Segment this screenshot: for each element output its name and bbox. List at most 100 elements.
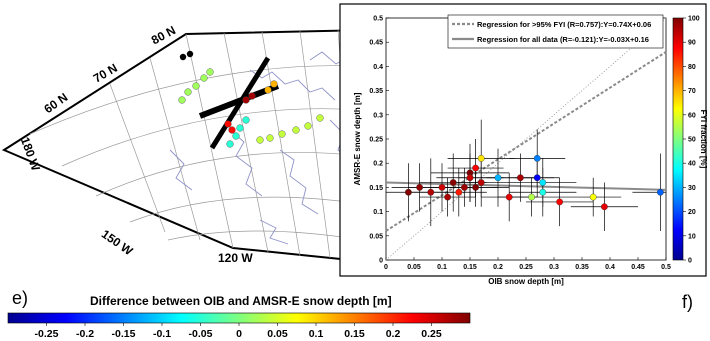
x-tick-label: 0.45 [631,264,645,271]
fyi-colorbar [672,17,684,261]
fyi-colorbar-label: FYI fraction [%] [699,110,708,169]
data-point [556,198,563,206]
x-tick-label: 0.3 [549,264,559,271]
data-point [449,179,457,186]
track-point [266,134,274,142]
fyi-tick-label: 10 [688,233,696,240]
regression-line-fyi [385,51,667,232]
track-point [278,130,286,138]
map-colorbar-tick-label: 0.1 [309,328,324,340]
fyi-tick-label: 90 [688,40,696,47]
graticule-line [109,83,166,233]
graticule-line [149,57,201,241]
x-tick-label: 0.4 [605,264,615,271]
track-point [206,68,214,76]
data-point [404,188,412,196]
track-point [256,136,264,144]
map-colorbar-tick-label: -0.15 [112,328,136,340]
y-tick-label: 0.05 [369,233,383,240]
fyi-tick-label: 0 [688,258,692,265]
map-colorbar-title: Difference between OIB and AMSR-E snow d… [90,294,392,308]
data-point [477,154,485,162]
y-axis-ticks: 0 0.05 0.1 0.15 0.2 0.25 0.3 0.35 0.4 0.45 0.5 [369,16,389,265]
data-point [601,203,608,211]
data-point [494,174,502,182]
data-point [472,183,479,191]
data-point [533,154,541,162]
y-tick-label: 0.25 [369,137,383,144]
graticule-line [223,32,269,253]
fyi-tick-label: 60 [688,112,696,119]
track-point [248,92,256,100]
x-tick-label: 0.35 [575,264,589,271]
data-point [460,183,468,191]
data-point [472,164,479,172]
legend-box [447,14,664,49]
map-colorbar-tick-label: 0 [236,328,242,340]
x-tick-label: 0 [384,264,388,271]
x-tick-label: 0.2 [493,264,503,271]
fyi-colorbar-ticks: 0 10 20 30 40 50 60 70 80 90 100 [683,16,700,265]
legend-label-all: Regression for all data (R=-0.121):Y=-0.… [477,35,649,44]
y-tick-label: 0.15 [369,185,383,192]
regression-lines [385,17,667,261]
track-point [178,96,186,104]
data-point [528,193,535,201]
fyi-tick-label: 40 [688,161,696,168]
plot-area [385,17,667,261]
fyi-tick-label: 50 [688,137,696,144]
map-coastline [169,51,353,245]
graticule-line [299,30,331,259]
flight-track-black [209,56,271,150]
data-point [539,179,547,186]
track-point [232,132,240,140]
fyi-tick-label: 20 [688,209,696,216]
y-tick-label: 0.1 [373,209,383,216]
data-point [533,174,541,182]
graticule-line [167,230,363,241]
coastline-segment [169,149,193,191]
coastline-segment [279,149,319,215]
fyi-tick-label: 80 [688,64,696,71]
track-point [226,140,234,148]
graticule-line [61,108,363,167]
map-colorbar-tick-label: -0.25 [35,328,59,340]
data-point [505,193,513,201]
data-point [438,183,446,191]
data-point [589,193,597,201]
graticule-line [95,152,363,197]
station-marker [186,50,194,58]
data-point [517,174,524,182]
panel-label-e: e) [12,288,28,308]
track-point [192,82,200,90]
map-colorbar-ticks: -0.25 -0.2 -0.15 -0.1 -0.05 0 0.05 0.1 0.15 0.2 0.… [35,323,442,340]
x-axis-ticks: 0 0.05 0.1 0.15 0.2 0.25 0.3 0.35 0.4 0.45 0.5 [384,257,671,271]
track-point [242,96,250,104]
graticule-line [129,196,363,223]
x-tick-label: 0.15 [463,264,477,271]
track-point [224,120,232,128]
data-point [416,183,423,191]
map-colorbar-tick-label: -0.1 [153,328,171,340]
station-marker [179,53,187,61]
y-tick-label: 0 [379,258,383,265]
x-tick-label: 0.5 [661,264,671,271]
fyi-tick-label: 100 [688,16,700,23]
map-colorbar-tick-label: 0.15 [344,328,365,340]
x-tick-label: 0.1 [437,264,447,271]
track-point [184,88,192,96]
x-axis-label: OIB snow depth [m] [488,277,564,286]
data-point [657,188,664,196]
panel-label-f: f) [682,292,693,312]
fyi-tick-label: 70 [688,88,696,95]
map-panel: 80 N 70 N 60 N 180 W 150 W 120 W 9 [1,23,371,269]
track-point [304,122,312,130]
graticule-line [185,33,234,249]
map-colorbar-tick-label: 0.05 [267,328,288,340]
coastline-segment [229,129,263,197]
track-point [264,86,272,94]
coastline-segment [249,69,336,101]
map-colorbar [7,312,471,324]
y-tick-label: 0.35 [369,88,383,95]
map-colorbar-tick-label: -0.2 [76,328,94,340]
